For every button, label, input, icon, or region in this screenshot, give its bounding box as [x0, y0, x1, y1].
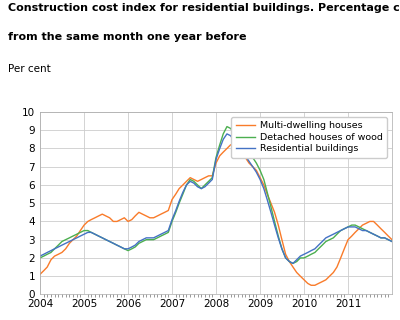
Line: Detached houses of wood: Detached houses of wood	[40, 127, 400, 263]
Text: from the same month one year before: from the same month one year before	[8, 32, 246, 42]
Text: Construction cost index for residential buildings. Percentage change: Construction cost index for residential …	[8, 3, 400, 13]
Text: Per cent: Per cent	[8, 64, 51, 74]
Line: Multi-dwelling houses: Multi-dwelling houses	[40, 145, 400, 285]
Legend: Multi-dwelling houses, Detached houses of wood, Residential buildings: Multi-dwelling houses, Detached houses o…	[231, 117, 387, 158]
Line: Residential buildings: Residential buildings	[40, 134, 400, 263]
